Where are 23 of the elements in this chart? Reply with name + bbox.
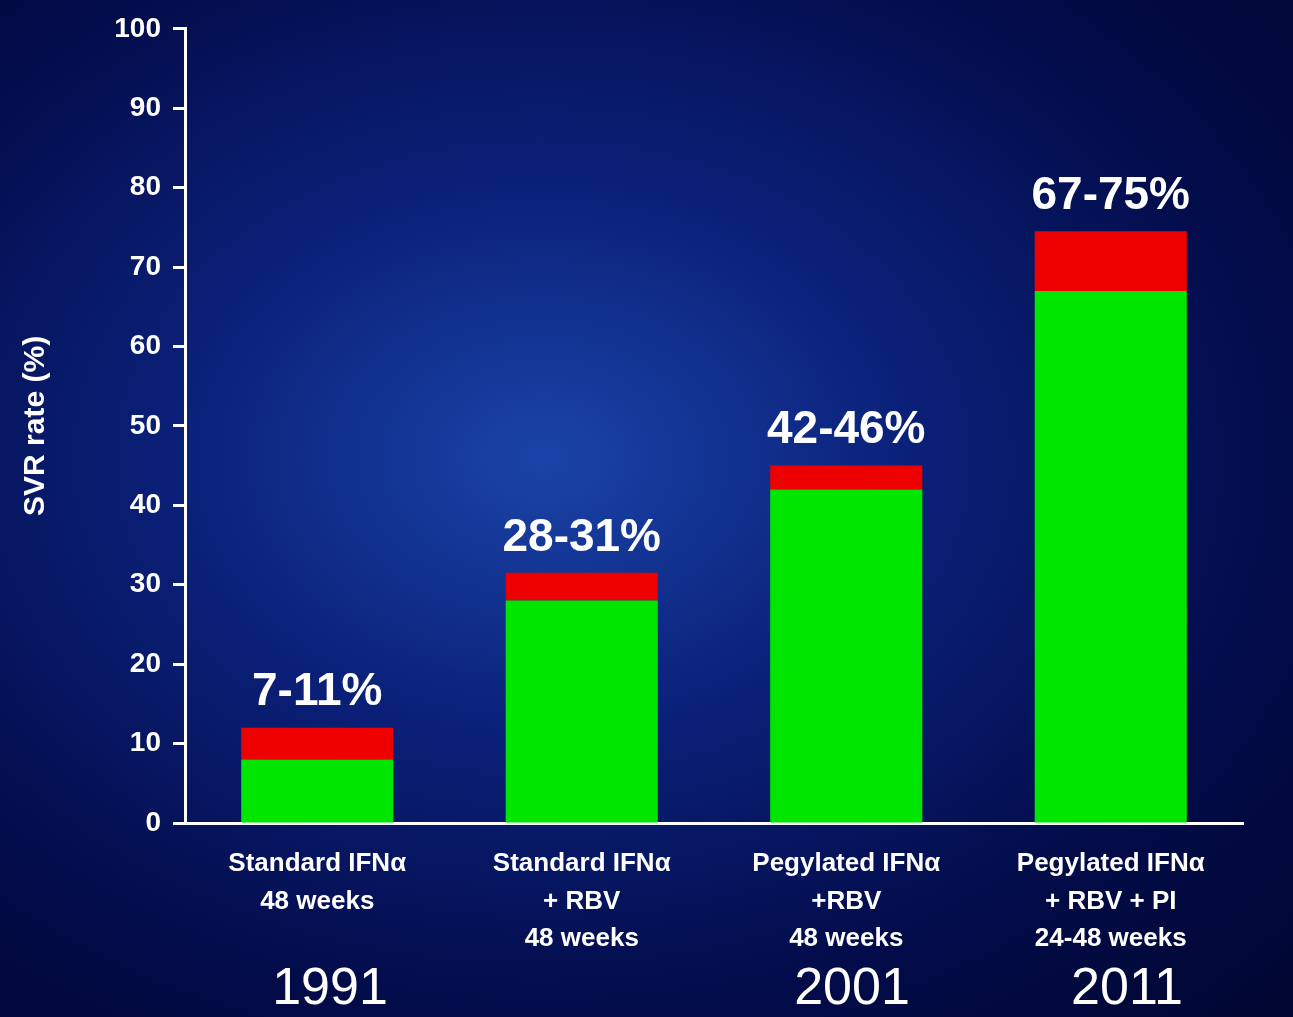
y-tick-label: 100 [114,11,161,43]
x-tick-label: Standard IFNα + RBV 48 weeks [492,847,671,953]
x-tick-label: Pegylated IFNα + RBV + PI 24-48 weeks [1016,847,1205,953]
total-label: 42-46% [766,401,926,454]
text: 2011 [1071,957,1183,1016]
y-tick-label: 20 [129,646,161,678]
y-tick-label: 30 [129,567,161,599]
y-axis-title: SVR rate (%) [17,335,51,516]
x-tick-label: Standard IFNα 48 weeks [228,847,407,915]
total-label: 67-75% [1031,167,1191,220]
y-tick-label: 0 [145,805,161,837]
y-tick-label: 50 [129,408,161,440]
y-tick-label: 80 [129,170,161,202]
y-tick-label: 70 [129,249,161,281]
x-tick-label: Pegylated IFNα +RBV 48 weeks [752,847,941,953]
y-tick-label: 40 [129,488,161,520]
y-tick-label: 60 [129,329,161,361]
text: 1991 [272,957,388,1016]
total-label: 28-31% [502,508,662,561]
y-tick-label: 90 [129,90,161,122]
y-tick-label: 10 [129,726,161,758]
text: 2001 [794,957,910,1016]
total-label: 7-11% [252,663,383,716]
